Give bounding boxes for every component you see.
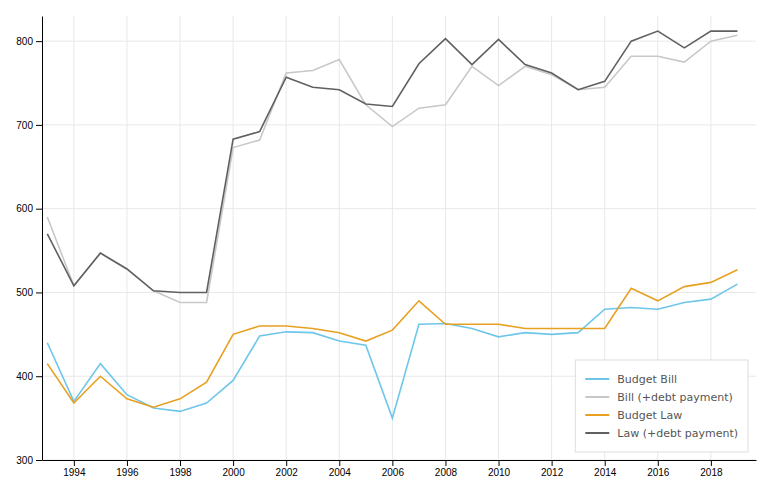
- tick: 2008: [435, 460, 458, 478]
- legend-box: [575, 360, 748, 452]
- y-axis: 300 400 500 600 700 800: [16, 17, 42, 466]
- legend-label: Law (+debt payment): [617, 427, 738, 440]
- legend-label: Bill (+debt payment): [617, 391, 733, 404]
- grid-line-x: [551, 16, 552, 460]
- tick-mark: [36, 292, 42, 293]
- grid-line-y: [42, 41, 756, 42]
- series-line: [47, 35, 737, 302]
- tick: 1998: [169, 460, 192, 478]
- tick: 2004: [329, 460, 352, 478]
- tick-label: 2008: [435, 467, 458, 478]
- grid: [42, 16, 756, 460]
- tick-label: 1998: [169, 467, 192, 478]
- legend-swatch: [585, 432, 609, 434]
- plot: 1994 1996 1998 2000 2002 2004 2006 2008 2010 2012…: [16, 16, 756, 478]
- series-line: [47, 31, 737, 292]
- tick: 2018: [700, 460, 723, 478]
- legend-label: Budget Law: [617, 409, 682, 422]
- tick: 800: [16, 36, 42, 47]
- tick-label: 2000: [222, 467, 245, 478]
- tick-label: 2016: [647, 467, 670, 478]
- tick: 300: [16, 455, 42, 466]
- tick: 2012: [541, 460, 564, 478]
- tick-label: 700: [16, 120, 33, 131]
- tick-label: 2006: [382, 467, 405, 478]
- tick-label: 2010: [488, 467, 511, 478]
- tick-mark: [36, 376, 42, 377]
- tick-mark: [286, 460, 287, 466]
- tick-mark: [392, 460, 393, 466]
- grid-line-x: [339, 16, 340, 460]
- grid-line-x: [180, 16, 181, 460]
- grid-line-x: [233, 16, 234, 460]
- chart: 1994 1996 1998 2000 2002 2004 2006 2008 2010 2012…: [0, 0, 772, 490]
- grid-line-x: [73, 16, 74, 460]
- tick: 2006: [382, 460, 405, 478]
- x-axis: 1994 1996 1998 2000 2002 2004 2006 2008 2010 2012…: [43, 460, 757, 478]
- tick-mark: [36, 460, 42, 461]
- legend-item: Bill (+debt payment): [585, 391, 733, 404]
- tick-mark: [127, 460, 128, 466]
- tick-mark: [711, 460, 712, 466]
- tick-label: 600: [16, 203, 33, 214]
- tick-label: 2018: [700, 467, 723, 478]
- grid-line-y: [42, 460, 756, 461]
- tick-mark: [180, 460, 181, 466]
- tick-mark: [605, 460, 606, 466]
- tick: 2014: [594, 460, 617, 478]
- grid-line-x: [498, 16, 499, 460]
- legend-swatch: [585, 396, 609, 398]
- tick-label: 1994: [63, 467, 86, 478]
- tick-mark: [339, 460, 340, 466]
- grid-line-y: [42, 124, 756, 125]
- series-line: [47, 284, 737, 418]
- tick-mark: [36, 41, 42, 42]
- tick: 400: [16, 371, 42, 382]
- tick: 2016: [647, 460, 670, 478]
- tick: 2002: [276, 460, 299, 478]
- tick-mark: [36, 209, 42, 210]
- grid-line-x: [286, 16, 287, 460]
- legend-item: Budget Law: [585, 409, 682, 422]
- tick-mark: [499, 460, 500, 466]
- grid-line-x: [392, 16, 393, 460]
- tick-mark: [74, 460, 75, 466]
- tick-label: 2002: [276, 467, 299, 478]
- grid-line-y: [42, 208, 756, 209]
- tick-mark: [658, 460, 659, 466]
- tick-mark: [233, 460, 234, 466]
- legend: Budget Bill Bill (+debt payment) Budget La…: [575, 360, 748, 452]
- tick-label: 2004: [329, 467, 352, 478]
- tick-label: 300: [16, 455, 33, 466]
- legend-swatch: [585, 378, 609, 380]
- axis-line: [43, 460, 757, 461]
- tick-label: 2012: [541, 467, 564, 478]
- legend-item: Law (+debt payment): [585, 427, 738, 440]
- tick-label: 800: [16, 36, 33, 47]
- tick: 600: [16, 203, 42, 214]
- tick: 500: [16, 287, 42, 298]
- grid-line-x: [445, 16, 446, 460]
- tick: 1994: [63, 460, 86, 478]
- legend-swatch: [585, 414, 609, 416]
- grid-line-y: [42, 292, 756, 293]
- tick-label: 1996: [116, 467, 139, 478]
- tick-mark: [36, 125, 42, 126]
- tick-label: 2014: [594, 467, 617, 478]
- axis-line: [42, 17, 43, 461]
- legend-label: Budget Bill: [617, 373, 677, 386]
- legend-item: Budget Bill: [585, 373, 677, 386]
- tick-mark: [445, 460, 446, 466]
- tick-label: 500: [16, 287, 33, 298]
- tick: 2010: [488, 460, 511, 478]
- tick: 2000: [222, 460, 245, 478]
- tick-label: 400: [16, 371, 33, 382]
- tick-mark: [552, 460, 553, 466]
- tick: 1996: [116, 460, 139, 478]
- tick: 700: [16, 120, 42, 131]
